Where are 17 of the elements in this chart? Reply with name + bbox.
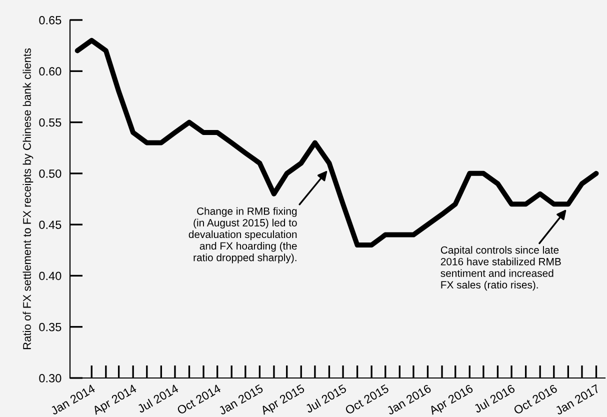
y-tick-label: 0.35 (39, 322, 62, 332)
y-tick-label: 0.60 (39, 67, 62, 76)
y-tick-label: 0.30 (39, 374, 62, 382)
x-tick-label: Jul 2016 (473, 384, 516, 414)
annotation: Change in RMB fixing (in August 2015) led to devaluation speculation and FX hoarding (the ratio dropped sharply). (188, 207, 297, 264)
y-tick-label: 0.55 (39, 118, 62, 127)
x-tick-label: Jan 2014 (50, 384, 96, 416)
annotation: Capital controls since late 2016 have stabilized RMB sentiment and increased FX sales (ratio rises). (440, 246, 561, 291)
y-tick-label: 0.40 (39, 272, 62, 280)
x-tick-label: Jul 2014 (136, 384, 180, 414)
y-tick-label: 0.50 (39, 169, 62, 178)
y-axis-title: Ratio of FX settlement to FX receipts by Chinese bank clients (22, 48, 34, 350)
x-tick-label: Oct 2015 (344, 384, 390, 415)
y-tick-label: 0.45 (39, 220, 62, 229)
x-tick-label: Jul 2015 (304, 384, 347, 414)
x-tick-label: Oct 2016 (513, 384, 558, 415)
y-tick-label: 0.65 (39, 16, 62, 24)
